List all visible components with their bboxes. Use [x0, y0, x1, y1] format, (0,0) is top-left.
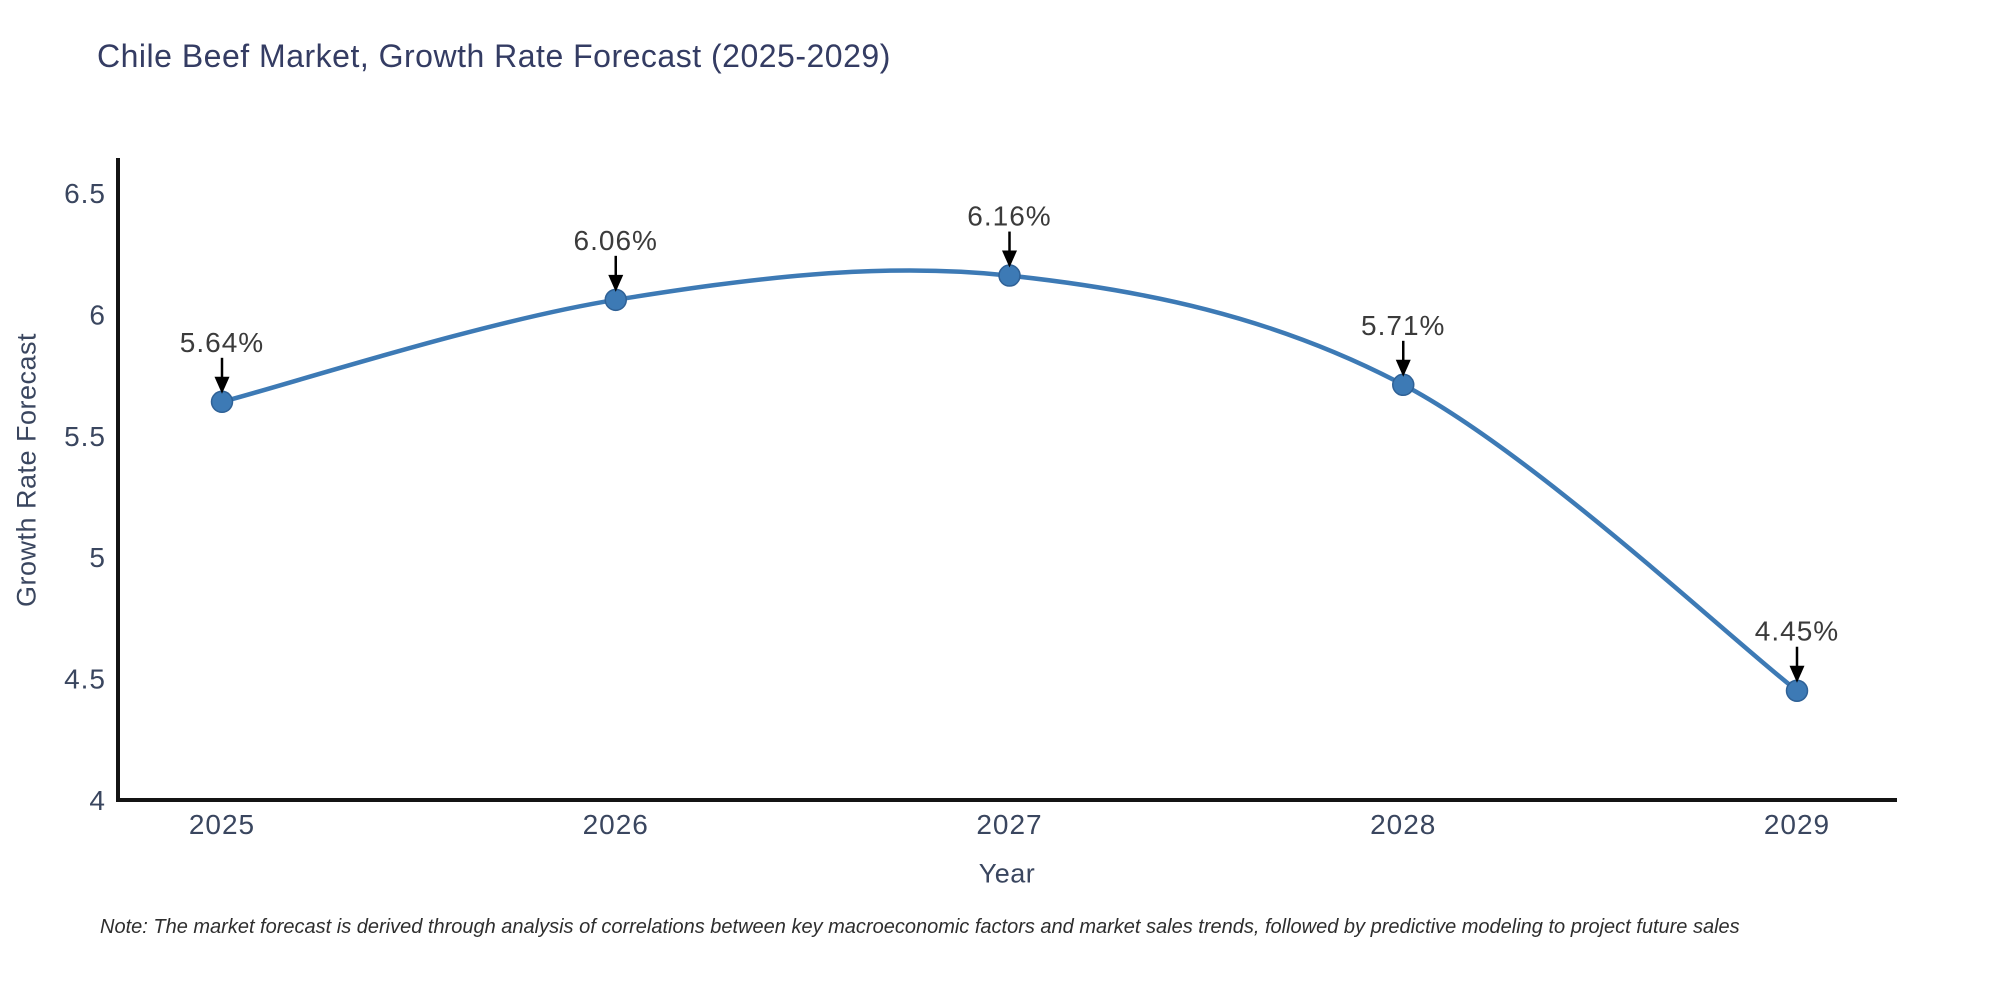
arrowhead-down-icon — [1002, 250, 1017, 268]
x-tick-label: 2029 — [1764, 809, 1830, 840]
data-point-marker[interactable] — [1392, 373, 1415, 397]
series-line — [219, 268, 1800, 693]
point-label: 6.16% — [967, 201, 1051, 232]
y-tick-label: 4.5 — [64, 664, 106, 695]
data-point-marker[interactable] — [1785, 679, 1809, 702]
x-tick-label: 2026 — [583, 809, 649, 840]
arrowhead-down-icon — [1395, 359, 1411, 377]
arrowhead-down-icon — [608, 274, 624, 292]
y-axis-title: Growth Rate Forecast — [11, 332, 42, 608]
y-tick-label: 5 — [89, 542, 106, 573]
point-label: 5.64% — [180, 327, 264, 358]
y-tick-label: 6 — [89, 299, 106, 330]
x-tick-label: 2028 — [1370, 809, 1436, 840]
chart-title: Chile Beef Market, Growth Rate Forecast … — [97, 38, 891, 74]
point-label: 6.06% — [574, 225, 658, 256]
x-tick-label: 2027 — [976, 809, 1042, 840]
point-label: 5.71% — [1361, 310, 1445, 341]
arrowhead-down-icon — [1789, 665, 1805, 683]
y-tick-label: 5.5 — [64, 421, 106, 452]
data-point-marker[interactable] — [210, 390, 234, 414]
point-label: 4.45% — [1755, 616, 1839, 647]
y-tick-label: 4 — [89, 785, 106, 816]
data-point-marker[interactable] — [998, 264, 1021, 287]
x-tick-label: 2025 — [189, 809, 255, 840]
y-tick-label: 6.5 — [64, 178, 106, 209]
footnote: Note: The market forecast is derived thr… — [100, 916, 1740, 938]
data-point-marker[interactable] — [604, 288, 627, 312]
arrowhead-down-icon — [214, 376, 230, 394]
x-axis-title: Year — [978, 858, 1036, 889]
